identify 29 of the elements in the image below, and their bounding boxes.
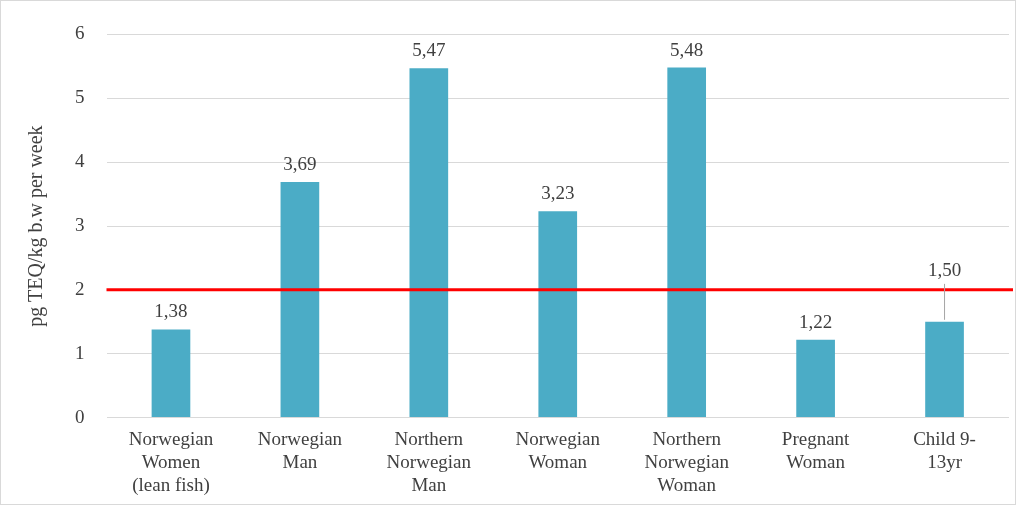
y-tick-label: 3: [75, 213, 85, 235]
bar: [409, 68, 449, 418]
y-tick-label: 4: [75, 150, 85, 172]
y-axis-title: pg TEQ/kg b.w per week: [24, 125, 48, 327]
data-label: 1,50: [927, 258, 962, 280]
x-tick-label: Northern Norwegian Man: [386, 427, 472, 495]
y-tick-label: 2: [75, 277, 85, 299]
x-tick-label: Norwegian Man: [257, 427, 343, 472]
x-tick-label: Pregnant Woman: [781, 427, 851, 472]
y-tick-label: 1: [75, 341, 85, 363]
data-label: 5,47: [412, 39, 446, 61]
data-label: 3,23: [541, 182, 575, 204]
x-tick-label: Norwegian Women (lean fish): [128, 427, 214, 496]
data-label: 5,48: [670, 38, 704, 60]
bar: [151, 329, 191, 418]
bar: [796, 339, 835, 418]
bar: [280, 181, 320, 418]
x-tick-label: Child 9-13yr: [913, 427, 976, 472]
bar: [925, 321, 964, 418]
bar: [538, 211, 578, 418]
x-tick-label: Norwegian Woman: [515, 427, 601, 472]
bar: [667, 67, 707, 418]
y-tick-label: 6: [75, 22, 85, 44]
y-tick-label: 5: [75, 86, 85, 108]
y-tick-label: 0: [75, 405, 85, 427]
x-tick-label: Northern Norwegian Woman: [644, 427, 730, 495]
data-label: 3,69: [283, 152, 317, 174]
data-label: 1,22: [798, 310, 833, 332]
data-label: 1,38: [154, 300, 188, 322]
